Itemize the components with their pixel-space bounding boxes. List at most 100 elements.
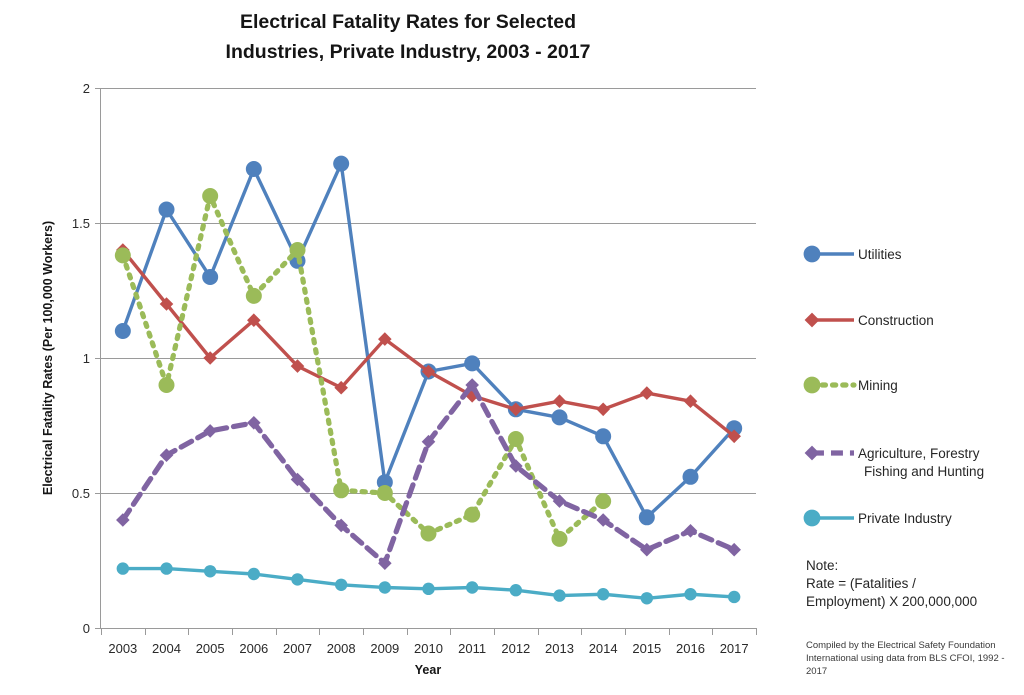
data-point	[727, 542, 741, 557]
x-tick-label: 2014	[589, 641, 618, 656]
series-mining	[114, 188, 612, 547]
legend-item-agriculture-forestry-fishing-and-hunting[interactable]: Agriculture, Forestry Fishing and Hunting	[804, 445, 984, 479]
x-tick-label: 2009	[370, 641, 399, 656]
data-point	[551, 530, 568, 547]
data-point	[595, 493, 612, 510]
data-point	[247, 567, 261, 581]
note-line-1: Rate = (Fatalities /	[806, 576, 916, 591]
data-point	[159, 297, 174, 311]
data-point	[422, 582, 435, 596]
x-tick-label: 2016	[676, 641, 705, 656]
data-point	[245, 161, 262, 177]
x-tick-label: 2013	[545, 641, 574, 656]
series-line	[121, 161, 736, 519]
series-line	[120, 193, 606, 542]
data-point	[245, 287, 262, 304]
data-point	[595, 428, 612, 445]
data-point	[290, 472, 305, 487]
data-point	[640, 386, 654, 400]
y-tick-label: 2	[83, 81, 90, 96]
legend-label: Utilities	[858, 247, 902, 262]
data-point	[509, 402, 523, 417]
data-point	[509, 459, 523, 473]
legend-item-utilities[interactable]: Utilities	[803, 245, 902, 263]
data-point	[333, 155, 350, 172]
legend-swatch-marker-diamond-icon	[804, 445, 820, 461]
legend-item-private-industry[interactable]: Private Industry	[803, 509, 952, 527]
data-point	[334, 518, 348, 533]
data-point	[507, 431, 524, 447]
data-point	[552, 394, 567, 408]
data-point	[334, 380, 348, 395]
series-construction	[116, 243, 741, 444]
chart-title-line1: Electrical Fatality Rates for Selected	[240, 11, 576, 33]
legend-label: Agriculture, Forestry	[858, 446, 980, 461]
data-point	[289, 242, 306, 258]
data-point	[158, 377, 175, 393]
chart-legend: Utilities Construction Mining Agriculture, …	[803, 245, 984, 527]
legend-item-mining[interactable]: Mining	[803, 376, 898, 394]
x-tick-label: 2008	[327, 641, 356, 656]
data-point	[420, 525, 437, 542]
x-tick-label: 2010	[414, 641, 443, 656]
series-private-industry	[116, 562, 741, 605]
legend-swatch-marker-circle-icon	[803, 245, 821, 263]
legend-swatch-marker-circle-icon	[803, 376, 821, 394]
y-tick-label: 1.5	[72, 216, 90, 231]
y-axis-title: Electrical Fatality Rates (Per 100,000 W…	[41, 221, 55, 495]
data-point	[551, 409, 568, 426]
legend-label: Private Industry	[858, 511, 952, 526]
legend-item-construction[interactable]: Construction	[804, 312, 934, 328]
data-point	[378, 581, 392, 594]
data-point	[683, 524, 698, 538]
note-heading: Note:	[806, 558, 838, 573]
data-point	[640, 592, 654, 605]
data-point	[376, 485, 393, 501]
data-point	[114, 323, 131, 339]
data-point	[202, 188, 219, 204]
data-point	[203, 424, 217, 438]
data-point	[291, 573, 304, 586]
data-point	[421, 434, 436, 449]
data-point	[159, 448, 174, 462]
gridlines	[101, 88, 756, 494]
data-point	[160, 562, 173, 575]
data-point	[727, 429, 741, 444]
series-plot-area	[114, 155, 743, 605]
series-agriculture-forestry-fishing-and-hunting	[116, 378, 741, 570]
data-point	[158, 201, 175, 218]
x-tick-label: 2003	[108, 641, 137, 656]
x-tick-label: 2006	[239, 641, 268, 656]
data-point	[116, 513, 130, 527]
x-axis-ticks: 2003 2004 2005 2006 2007 2008 2009 2010 2011 2012…	[101, 628, 757, 656]
data-point	[247, 313, 261, 327]
data-point	[378, 556, 392, 570]
data-point	[203, 351, 217, 365]
data-point	[596, 588, 610, 601]
legend-swatch-marker-circle-icon	[803, 509, 821, 527]
data-point	[202, 269, 219, 285]
data-point	[421, 364, 436, 379]
data-point	[553, 589, 566, 602]
credit-line-1: Compiled by the Electrical Safety Founda…	[806, 640, 996, 651]
data-point	[552, 494, 567, 508]
data-point	[509, 584, 523, 597]
data-point	[640, 542, 654, 557]
data-point	[682, 468, 699, 485]
data-point	[333, 482, 350, 499]
data-point	[378, 332, 392, 346]
data-point	[684, 588, 697, 601]
credit-line-3: 2017	[806, 666, 827, 677]
data-point	[465, 581, 479, 594]
legend-label: Construction	[858, 313, 934, 328]
legend-label-line2: Fishing and Hunting	[864, 464, 984, 479]
x-tick-label: 2007	[283, 641, 312, 656]
note-line-2: Employment) X 200,000,000	[806, 594, 977, 609]
data-point	[727, 590, 741, 604]
data-point	[464, 355, 481, 372]
x-tick-label: 2004	[152, 641, 181, 656]
x-tick-label: 2005	[196, 641, 225, 656]
data-point	[334, 578, 348, 591]
legend-swatch-marker-diamond-icon	[804, 312, 820, 328]
